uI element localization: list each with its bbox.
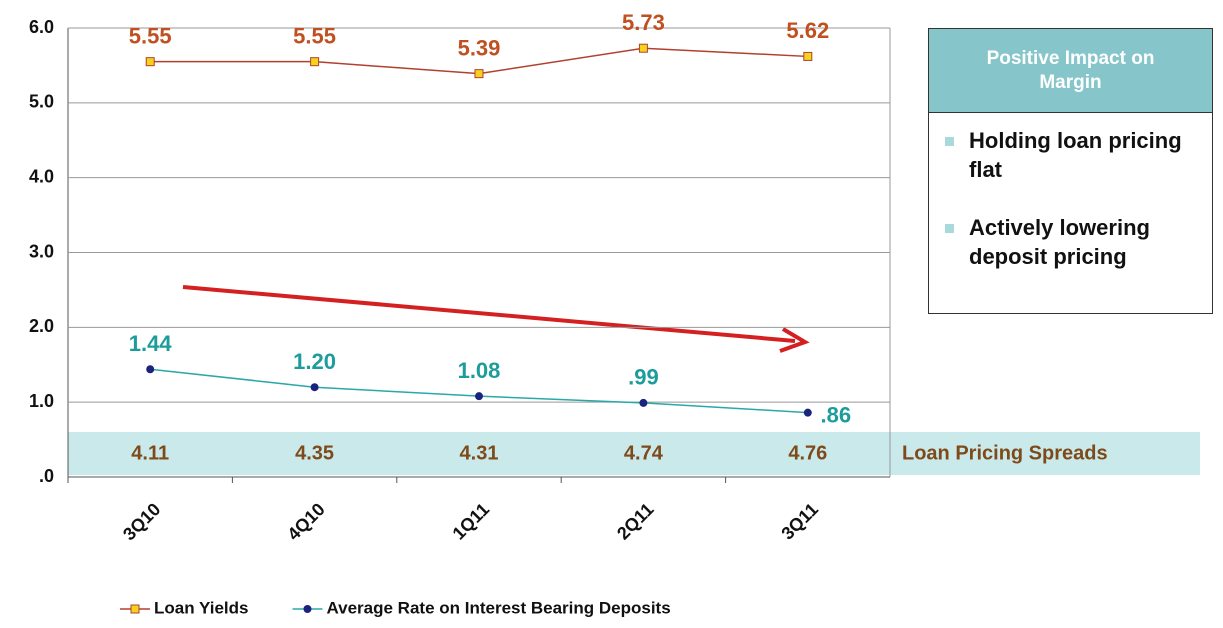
data-label: .86 bbox=[821, 402, 852, 427]
data-label: 1.08 bbox=[458, 358, 501, 383]
trend-arrow-head bbox=[779, 327, 810, 353]
spread-label: Loan Pricing Spreads bbox=[902, 442, 1108, 464]
data-label: 5.55 bbox=[293, 23, 336, 48]
data-label: .99 bbox=[628, 365, 659, 390]
y-tick-label: .0 bbox=[39, 466, 54, 486]
data-label: 5.62 bbox=[786, 18, 829, 43]
data-label: 5.73 bbox=[622, 10, 665, 35]
marker bbox=[310, 383, 319, 392]
spread-band bbox=[68, 432, 1200, 475]
y-tick-label: 6.0 bbox=[29, 17, 54, 37]
data-label: 5.55 bbox=[129, 23, 172, 48]
x-tick-label: 3Q11 bbox=[777, 499, 822, 544]
legend-marker bbox=[130, 604, 140, 614]
marker bbox=[638, 43, 648, 53]
bullet: Actively lowering deposit pricing bbox=[929, 214, 1212, 271]
legend-label: Loan Yields bbox=[154, 598, 248, 617]
marker bbox=[639, 398, 648, 407]
trend-arrow bbox=[182, 285, 796, 343]
legend-marker bbox=[303, 605, 312, 613]
bullet: Holding loan pricing flat bbox=[929, 127, 1212, 184]
x-tick-label: 1Q11 bbox=[449, 499, 494, 544]
y-tick-label: 3.0 bbox=[29, 241, 54, 261]
marker bbox=[475, 392, 483, 401]
y-tick-label: 4.0 bbox=[29, 166, 54, 186]
legend-label: Average Rate on Interest Bearing Deposit… bbox=[326, 598, 670, 617]
marker bbox=[145, 57, 155, 67]
marker bbox=[803, 408, 812, 417]
spread-value: 4.35 bbox=[295, 442, 334, 464]
data-label: 1.44 bbox=[129, 331, 173, 356]
data-label: 5.39 bbox=[458, 35, 501, 60]
y-tick-label: 1.0 bbox=[29, 391, 54, 411]
spread-value: 4.31 bbox=[460, 442, 499, 464]
x-tick-label: 3Q10 bbox=[119, 499, 164, 544]
x-tick-label: 2Q11 bbox=[613, 499, 658, 544]
marker bbox=[146, 365, 155, 374]
y-tick-label: 2.0 bbox=[29, 316, 54, 336]
data-label: 1.20 bbox=[293, 349, 336, 374]
spread-value: 4.11 bbox=[131, 442, 169, 464]
side-box-title: Positive Impact on Margin bbox=[929, 29, 1212, 113]
spread-value: 4.76 bbox=[788, 442, 827, 464]
y-tick-label: 5.0 bbox=[29, 92, 54, 112]
marker bbox=[474, 69, 484, 79]
side-box: Positive Impact on Margin Holding loan p… bbox=[928, 28, 1213, 314]
marker bbox=[310, 57, 320, 67]
x-tick-label: 4Q10 bbox=[283, 499, 328, 544]
marker bbox=[803, 51, 813, 61]
spread-value: 4.74 bbox=[624, 442, 664, 464]
